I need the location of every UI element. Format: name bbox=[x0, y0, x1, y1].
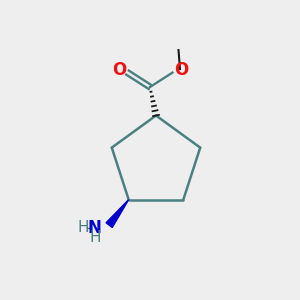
Text: N: N bbox=[88, 218, 102, 236]
Text: H: H bbox=[78, 220, 89, 235]
Text: H: H bbox=[89, 230, 100, 245]
Text: O: O bbox=[112, 61, 126, 79]
Text: O: O bbox=[174, 61, 189, 79]
Polygon shape bbox=[106, 200, 129, 227]
